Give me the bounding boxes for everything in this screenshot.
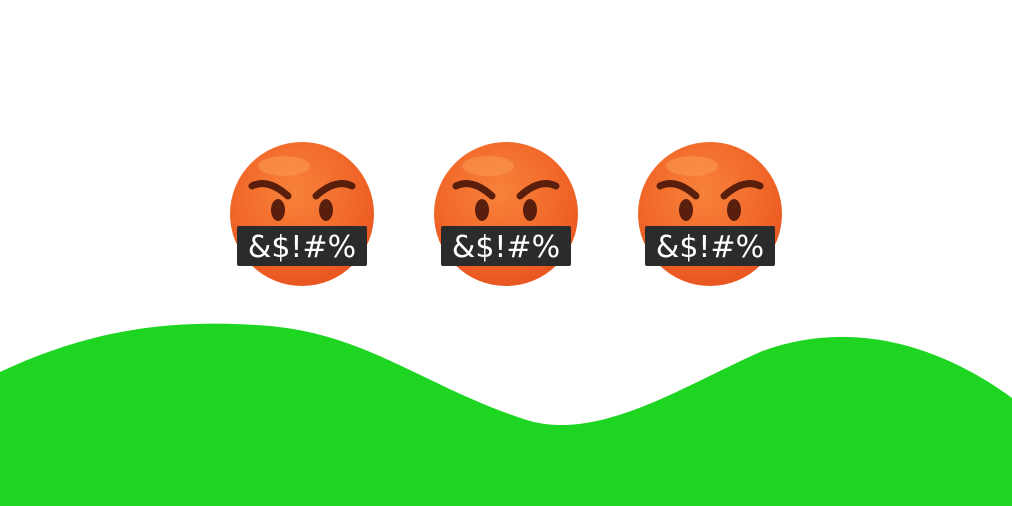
green-hill <box>0 323 1012 506</box>
face-highlight <box>462 156 514 176</box>
left-eyebrow <box>452 180 496 200</box>
right-eyebrow <box>312 180 356 200</box>
left-eye <box>271 199 285 221</box>
censor-bar <box>645 226 775 266</box>
face-highlight <box>666 156 718 176</box>
face-with-symbols-on-mouth-icon: &$!#% <box>230 142 374 286</box>
censor-bar <box>441 226 571 266</box>
censor-symbols: &$!#% <box>452 230 560 265</box>
left-eyebrow <box>248 180 292 200</box>
face-with-symbols-on-mouth-icon: &$!#% <box>434 142 578 286</box>
censor-symbols: &$!#% <box>656 230 764 265</box>
left-eye <box>475 199 489 221</box>
right-eyebrow <box>516 180 560 200</box>
emoji-row: &$!#% &$!#% &$ <box>230 142 782 286</box>
face-highlight <box>258 156 310 176</box>
censor-bar <box>237 226 367 266</box>
face-with-symbols-on-mouth-icon: &$!#% <box>638 142 782 286</box>
right-eyebrow <box>720 180 764 200</box>
right-eye <box>319 199 333 221</box>
left-eye <box>679 199 693 221</box>
censor-symbols: &$!#% <box>248 230 356 265</box>
right-eye <box>727 199 741 221</box>
right-eye <box>523 199 537 221</box>
left-eyebrow <box>656 180 700 200</box>
